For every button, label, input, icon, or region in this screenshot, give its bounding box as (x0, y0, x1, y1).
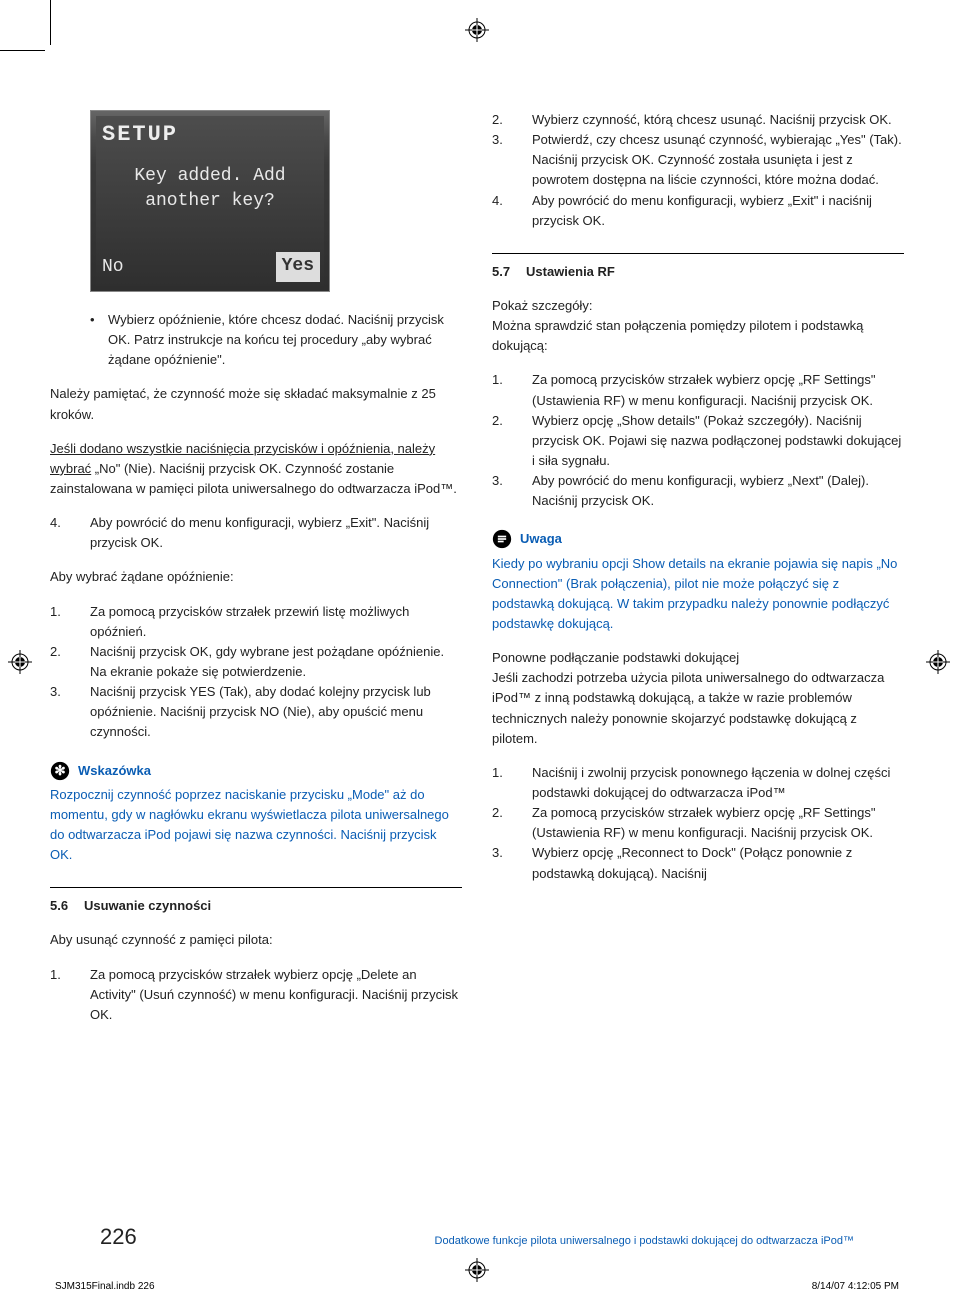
section-heading: 5.6Usuwanie czynności (50, 896, 462, 916)
tip-label: Wskazówka (78, 761, 151, 781)
lcd-line1: Key added. Add (134, 166, 285, 186)
section-heading: 5.7Ustawienia RF (492, 262, 904, 282)
paragraph: Pokaż szczegóły: (492, 296, 904, 316)
list-item: 2.Wybierz opcję „Show details" (Pokaż sz… (492, 411, 904, 471)
tip-icon: ✻ (50, 761, 70, 781)
list-item: 3.Potwierdź, czy chcesz usunąć czynność,… (492, 130, 904, 190)
paragraph: Należy pamiętać, że czynność może się sk… (50, 384, 462, 424)
divider (50, 887, 462, 888)
printer-file: SJM315Final.indb 226 (55, 1279, 155, 1295)
list-item: 2.Naciśnij przycisk OK, gdy wybrane jest… (50, 642, 462, 682)
note-icon (492, 529, 512, 549)
paragraph: Aby wybrać żądane opóźnienie: (50, 567, 462, 587)
lcd-line2: another key? (145, 191, 275, 211)
list-item: 3.Aby powrócić do menu konfiguracji, wyb… (492, 471, 904, 511)
list-item: 2.Za pomocą przycisków strzałek wybierz … (492, 803, 904, 843)
lcd-no-option: No (102, 254, 124, 282)
registration-mark-icon (8, 650, 32, 674)
lcd-yes-option: Yes (276, 252, 320, 282)
lcd-screenshot: SETUP Key added. Add another key? No Yes (90, 110, 330, 292)
list-item: 1.Naciśnij i zwolnij przycisk ponownego … (492, 763, 904, 803)
registration-mark-icon (465, 18, 489, 42)
registration-mark-icon (926, 650, 950, 674)
footer-text: Dodatkowe funkcje pilota uniwersalnego i… (435, 1233, 854, 1250)
paragraph: Można sprawdzić stan połączenia pomiędzy… (492, 316, 904, 356)
svg-text:✻: ✻ (54, 763, 65, 778)
list-item: 3.Wybierz opcję „Reconnect to Dock" (Poł… (492, 843, 904, 883)
bullet-text: Wybierz opóźnienie, które chcesz dodać. … (108, 310, 462, 370)
note-body: Kiedy po wybraniu opcji Show details na … (492, 554, 904, 635)
tip-body: Rozpocznij czynność poprzez naciskanie p… (50, 785, 462, 866)
left-column: SETUP Key added. Add another key? No Yes… (50, 110, 462, 1025)
list-item: 3.Naciśnij przycisk YES (Tak), aby dodać… (50, 682, 462, 742)
lcd-title: SETUP (96, 116, 324, 154)
divider (492, 253, 904, 254)
list-item: 1.Za pomocą przycisków strzałek przewiń … (50, 602, 462, 642)
list-item: 2.Wybierz czynność, którą chcesz usunąć.… (492, 110, 904, 130)
printer-date: 8/14/07 4:12:05 PM (812, 1279, 899, 1295)
list-item: 4. Aby powrócić do menu konfiguracji, wy… (50, 513, 462, 553)
paragraph: Aby usunąć czynność z pamięci pilota: (50, 930, 462, 950)
right-column: 2.Wybierz czynność, którą chcesz usunąć.… (492, 110, 904, 1025)
list-item: 1.Za pomocą przycisków strzałek wybierz … (492, 370, 904, 410)
bullet-item: • Wybierz opóźnienie, które chcesz dodać… (90, 310, 462, 370)
paragraph: Jeśli zachodzi potrzeba użycia pilota un… (492, 668, 904, 749)
paragraph: Jeśli dodano wszystkie naciśnięcia przyc… (50, 439, 462, 499)
list-item: 1.Za pomocą przycisków strzałek wybierz … (50, 965, 462, 1025)
list-item: 4.Aby powrócić do menu konfiguracji, wyb… (492, 191, 904, 231)
paragraph: Ponowne podłączanie podstawki dokującej (492, 648, 904, 668)
page-number: 226 (100, 1220, 137, 1254)
note-label: Uwaga (520, 529, 562, 549)
